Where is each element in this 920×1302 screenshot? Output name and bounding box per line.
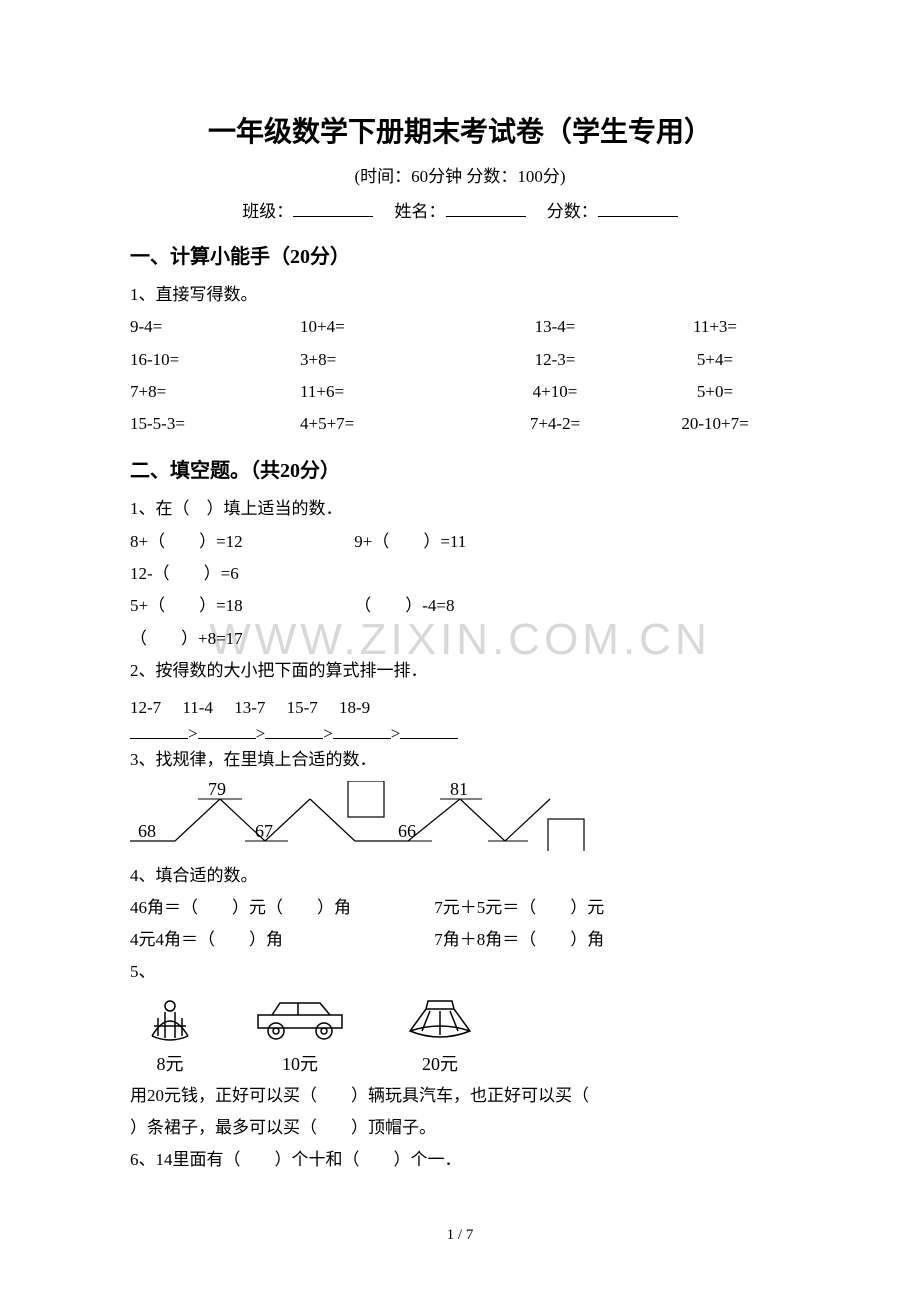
calc-cell: 20-10+7= <box>640 408 790 440</box>
hat-item: 8元 <box>140 998 200 1076</box>
s2q1-label: 1、在（ ）填上适当的数． <box>130 493 790 525</box>
calc-cell: 3+8= <box>300 344 470 376</box>
calc-cell: 13-4= <box>470 311 640 343</box>
calc-cell: 7+8= <box>130 376 300 408</box>
order-blank[interactable] <box>130 722 188 739</box>
svg-text:66: 66 <box>398 821 416 841</box>
s2q5-label: 5、 <box>130 956 790 988</box>
money-expr: 7角＋8角＝（ ）角 <box>434 930 604 949</box>
calc-cell: 11+3= <box>640 311 790 343</box>
svg-text:67: 67 <box>255 821 273 841</box>
order-blank[interactable] <box>198 722 256 739</box>
svg-text:79: 79 <box>208 781 226 799</box>
fill-cell: 8+（ ）=12 <box>130 526 350 558</box>
money-expr: 7元＋5元＝（ ）元 <box>434 898 604 917</box>
svg-text:68: 68 <box>138 821 156 841</box>
page: 一年级数学下册期末考试卷（学生专用） (时间：60分钟 分数：100分) 班级：… <box>0 0 920 1284</box>
car-icon <box>250 993 350 1043</box>
s2q1-row1: 8+（ ）=12 9+（ ）=11 12-（ ）=6 <box>130 526 790 591</box>
fill-cell: 9+（ ）=11 <box>354 526 574 558</box>
order-blank[interactable] <box>333 722 391 739</box>
calc-grid: 9-4= 10+4= 13-4= 11+3= 16-10= 3+8= 12-3=… <box>130 311 790 440</box>
hat-icon <box>140 998 200 1043</box>
calc-cell: 10+4= <box>300 311 470 343</box>
car-item: 10元 <box>250 993 350 1076</box>
car-price: 10元 <box>250 1050 350 1076</box>
class-blank[interactable] <box>293 200 373 217</box>
hat-price: 8元 <box>140 1050 200 1076</box>
s2q2-order: >>>> <box>130 722 790 744</box>
s2q4-line2: 4元4角＝（ ）角 7角＋8角＝（ ）角 <box>130 924 790 956</box>
calc-cell: 4+10= <box>470 376 640 408</box>
fill-cell: 5+（ ）=18 <box>130 590 350 622</box>
pattern-diagram: 68 79 67 66 81 <box>130 781 790 856</box>
student-info: 班级： 姓名： 分数： <box>130 197 790 222</box>
s2q4-line1: 46角＝（ ）元（ ）角 7元＋5元＝（ ）元 <box>130 892 790 924</box>
q1-label: 1、直接写得数。 <box>130 279 790 311</box>
fill-cell: （ ）+8=17 <box>130 623 350 655</box>
items-row: 8元 10元 <box>140 993 790 1076</box>
s2q5-text1: 用20元钱，正好可以买（ ）辆玩具汽车，也正好可以买（ <box>130 1080 790 1112</box>
time-score: (时间：60分钟 分数：100分) <box>130 162 790 187</box>
order-blank[interactable] <box>400 722 458 739</box>
calc-cell: 5+4= <box>640 344 790 376</box>
calc-cell: 5+0= <box>640 376 790 408</box>
fill-cell: 12-（ ）=6 <box>130 558 350 590</box>
money-expr: 46角＝（ ）元（ ）角 <box>130 892 430 924</box>
calc-cell: 4+5+7= <box>300 408 470 440</box>
calc-cell: 7+4-2= <box>470 408 640 440</box>
calc-cell: 9-4= <box>130 311 300 343</box>
s2q2-items: 12-7 11-4 13-7 15-7 18-9 <box>130 693 790 718</box>
s2q3-label: 3、找规律，在里填上合适的数． <box>130 744 790 776</box>
skirt-price: 20元 <box>400 1050 480 1076</box>
skirt-item: 20元 <box>400 993 480 1076</box>
fill-cell: （ ）-4=8 <box>354 590 574 622</box>
order-blank[interactable] <box>265 722 323 739</box>
s2q4-label: 4、填合适的数。 <box>130 860 790 892</box>
calc-cell: 11+6= <box>300 376 470 408</box>
calc-cell: 12-3= <box>470 344 640 376</box>
name-blank[interactable] <box>446 200 526 217</box>
page-title: 一年级数学下册期末考试卷（学生专用） <box>130 110 790 150</box>
score-blank[interactable] <box>598 200 678 217</box>
skirt-icon <box>400 993 480 1043</box>
section1-title: 一、计算小能手（20分） <box>130 240 790 269</box>
section2-title: 二、填空题。（共20分） <box>130 454 790 483</box>
s2q1-row2: 5+（ ）=18 （ ）-4=8 （ ）+8=17 <box>130 590 790 655</box>
score-label: 分数： <box>547 202 598 221</box>
calc-cell: 15-5-3= <box>130 408 300 440</box>
money-expr: 4元4角＝（ ）角 <box>130 924 430 956</box>
class-label: 班级： <box>242 202 293 221</box>
s2q6-label: 6、14里面有（ ）个十和（ ）个一． <box>130 1144 790 1176</box>
calc-cell: 16-10= <box>130 344 300 376</box>
svg-text:81: 81 <box>450 781 468 799</box>
name-label: 姓名： <box>395 202 446 221</box>
s2q5-text2: ）条裙子，最多可以买（ ）顶帽子。 <box>130 1112 790 1144</box>
s2q2-label: 2、按得数的大小把下面的算式排一排． <box>130 655 790 687</box>
page-number: 1 / 7 <box>130 1227 790 1244</box>
